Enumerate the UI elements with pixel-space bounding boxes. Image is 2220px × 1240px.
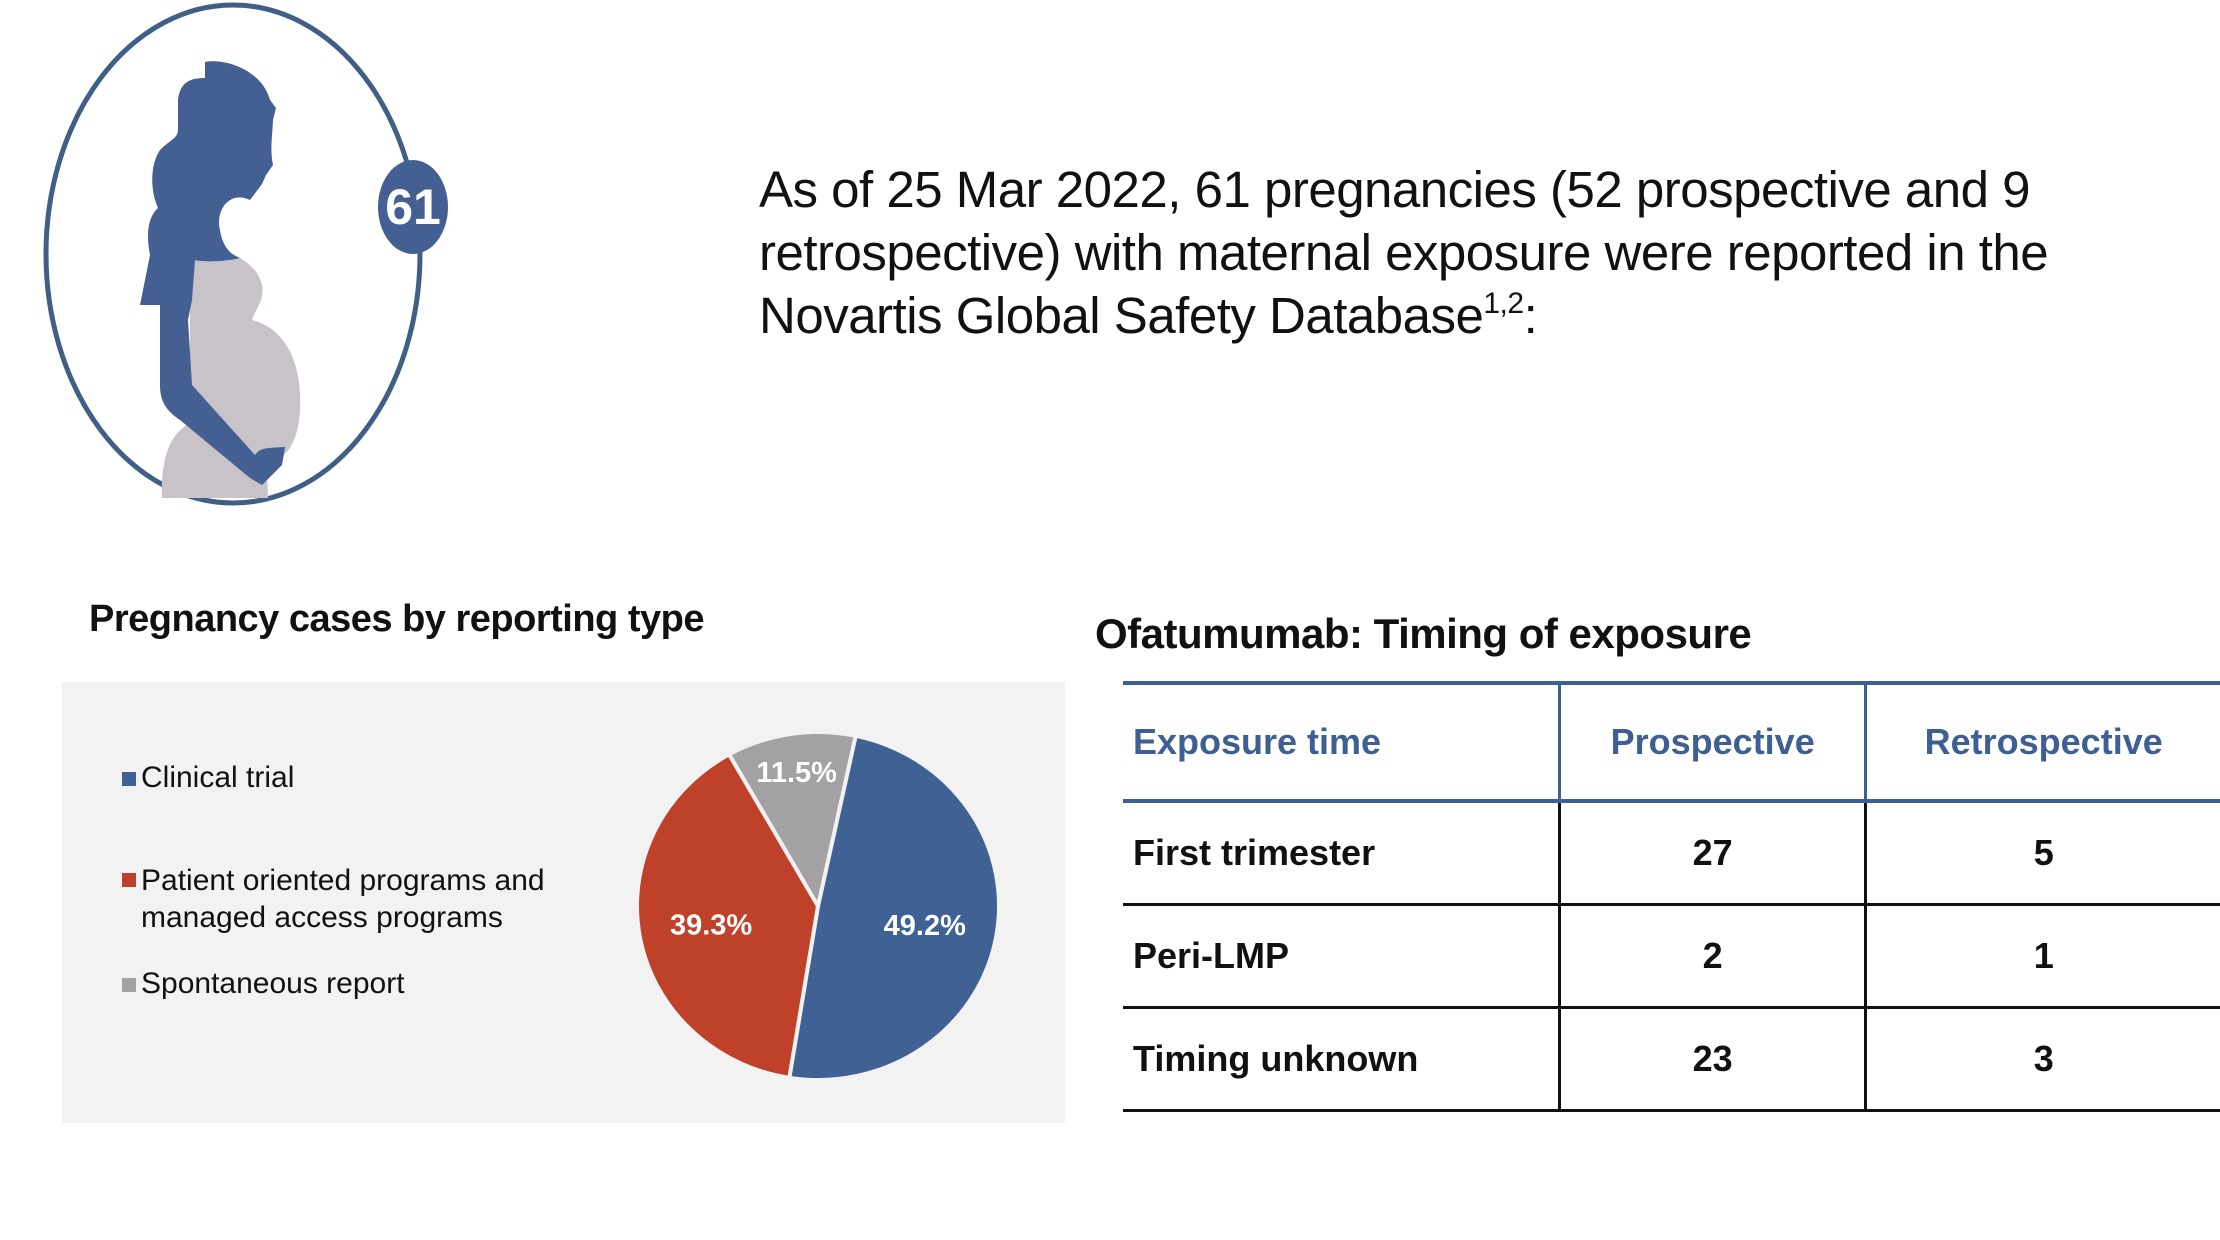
cell: 2 xyxy=(1557,904,1866,1009)
legend-swatch xyxy=(122,873,136,887)
cell: 27 xyxy=(1557,801,1866,906)
pie-slice xyxy=(787,733,1001,1082)
pie-chart-panel: Clinical trial Patient oriented programs… xyxy=(62,682,1065,1123)
pie-slice xyxy=(635,751,821,1081)
legend-swatch xyxy=(122,978,136,992)
header-retrospective: Retrospective xyxy=(1864,681,2220,803)
table-row: First trimester 27 5 xyxy=(1123,801,2220,906)
table-header-row: Exposure time Prospective Retrospective xyxy=(1123,681,2220,803)
cell: 5 xyxy=(1864,801,2220,906)
header-prospective: Prospective xyxy=(1557,681,1866,803)
table-title: Ofatumumab: Timing of exposure xyxy=(1095,610,1752,657)
chart-title: Pregnancy cases by reporting type xyxy=(89,598,704,640)
pregnant-silhouette-icon xyxy=(140,61,301,498)
cell: First trimester xyxy=(1123,801,1560,906)
legend-swatch xyxy=(122,772,136,786)
pie-data-label: 49.2% xyxy=(884,910,966,942)
pie-chart: 49.2% 39.3% 11.5% xyxy=(635,730,1001,1082)
cell: 1 xyxy=(1864,904,2220,1009)
count-badge xyxy=(378,160,448,254)
legend-label: Patient oriented programs and managed ac… xyxy=(141,864,545,934)
cell: 23 xyxy=(1557,1007,1866,1112)
intro-text: As of 25 Mar 2022, 61 pregnancies (52 pr… xyxy=(759,161,2049,344)
legend-item-spontaneous-report: Spontaneous report xyxy=(122,965,405,1002)
legend-label: Spontaneous report xyxy=(141,967,405,1000)
outline-circle xyxy=(43,2,423,506)
legend-label: Clinical trial xyxy=(141,761,295,794)
cell: Timing unknown xyxy=(1123,1007,1560,1112)
table-row: Timing unknown 23 3 xyxy=(1123,1007,2220,1112)
intro-paragraph: As of 25 Mar 2022, 61 pregnancies (52 pr… xyxy=(759,158,2199,347)
count-badge-text: 61 xyxy=(385,179,441,235)
cell: Peri-LMP xyxy=(1123,904,1560,1009)
pregnant-woman-illustration: 61 xyxy=(43,2,448,506)
pie-data-label: 39.3% xyxy=(670,909,752,941)
cell: 3 xyxy=(1864,1007,2220,1112)
table-row: Peri-LMP 2 1 xyxy=(1123,904,2220,1009)
exposure-timing-table: Exposure time Prospective Retrospective … xyxy=(1123,681,2220,1112)
legend-item-clinical-trial: Clinical trial xyxy=(122,759,294,796)
legend-item-patient-programs: Patient oriented programs and managed ac… xyxy=(122,862,602,936)
reference-superscript: 1,2 xyxy=(1483,287,1524,320)
intro-suffix: : xyxy=(1523,287,1538,344)
header-exposure-time: Exposure time xyxy=(1123,681,1560,803)
pie-slice xyxy=(726,730,859,912)
pie-data-label: 11.5% xyxy=(756,757,837,789)
